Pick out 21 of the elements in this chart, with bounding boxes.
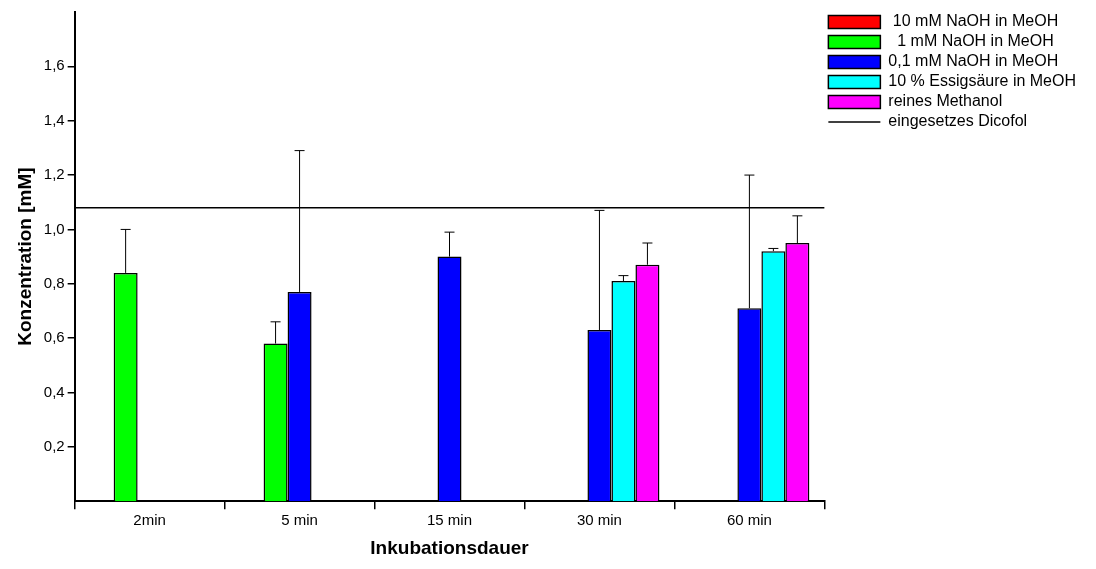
legend-label: 1 mM NaOH in MeOH xyxy=(888,32,1054,50)
legend-label: 0,1 mM NaOH in MeOH xyxy=(888,52,1059,70)
y-tick-label: 1,4 xyxy=(43,110,65,128)
y-tick-label: 0,8 xyxy=(43,273,65,291)
x-axis-title: Inkubationsdauer xyxy=(370,536,530,558)
x-tick-label: 60 min xyxy=(726,511,772,529)
legend-label: reines Methanol xyxy=(888,92,1003,110)
y-tick-label: 0,6 xyxy=(43,328,65,346)
x-tick-label: 30 min xyxy=(576,511,622,529)
x-tick-label: 5 min xyxy=(281,511,318,529)
x-tick-label: 2min xyxy=(133,511,166,529)
y-tick-label: 0,2 xyxy=(43,436,65,454)
y-tick-label: 1,0 xyxy=(43,219,65,237)
legend-label: eingesetzes Dicofol xyxy=(888,112,1028,130)
legend-label: 10 mM NaOH in MeOH xyxy=(888,12,1059,30)
y-tick-label: 1,6 xyxy=(43,56,65,74)
x-tick-label: 15 min xyxy=(426,511,473,529)
legend-label: 10 % Essigsäure in MeOH xyxy=(888,72,1077,90)
y-tick-label: 1,2 xyxy=(43,165,65,183)
y-tick-label: 0,4 xyxy=(43,382,65,400)
y-axis-title: Konzentration [mM] xyxy=(13,167,35,346)
